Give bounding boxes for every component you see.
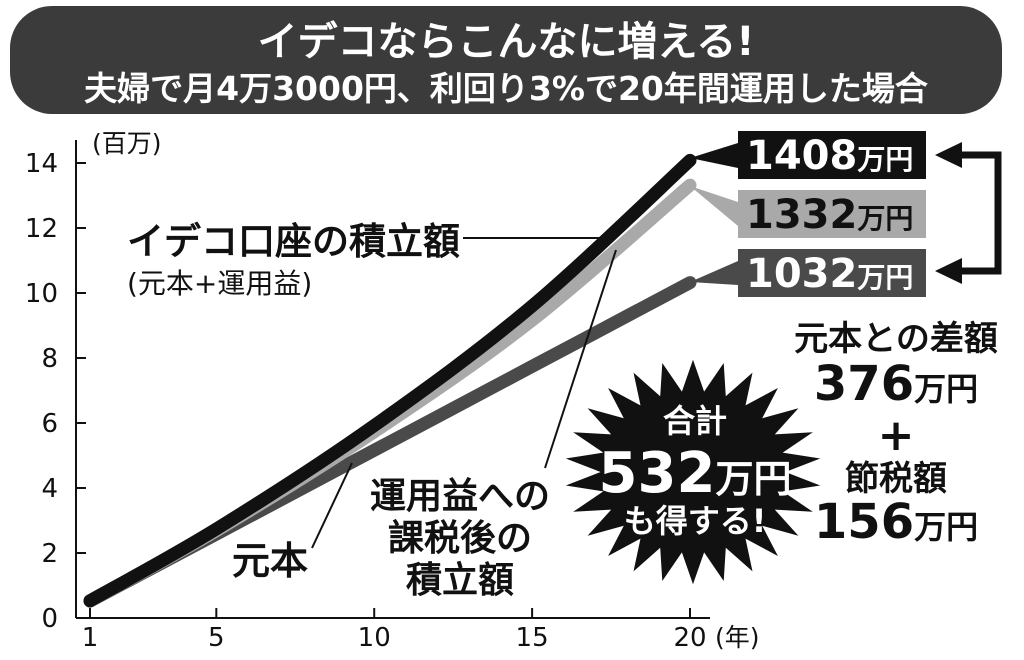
connector-ideco — [690, 143, 738, 168]
chart-subtitle: 夫婦で月4万3000円、利回り3%で20年間運用した場合 — [84, 69, 928, 108]
x-tick-label: 5 — [208, 623, 225, 653]
series-line-ideco — [83, 153, 697, 608]
total-starburst — [565, 359, 821, 585]
svg-text:1332万円: 1332万円 — [746, 192, 913, 238]
y-tick-label: 12 — [25, 214, 58, 244]
diff-number: 376 — [814, 356, 914, 412]
total-unit: 万円 — [715, 457, 791, 501]
difference-bracket — [935, 142, 1002, 284]
taxed-series-label-1: 運用益への — [370, 476, 550, 517]
end-value-taxed-unit: 万円 — [857, 202, 913, 235]
diff-unit: 万円 — [914, 370, 978, 408]
connector-principal — [690, 261, 738, 285]
ideco-series-sublabel: (元本+運用益) — [127, 267, 312, 300]
svg-text:376万円: 376万円 — [814, 356, 978, 412]
end-value-principal-number: 1032 — [746, 251, 857, 297]
principal-leader-line — [311, 462, 353, 549]
end-value-ideco-unit: 万円 — [857, 143, 913, 176]
connector-taxed — [690, 186, 738, 226]
tax-saving-label: 節税額 — [845, 459, 947, 499]
x-tick-label: 10 — [358, 623, 391, 653]
x-unit-label: (年) — [715, 623, 760, 652]
diff-label: 元本との差額 — [794, 319, 998, 359]
y-tick-label: 2 — [41, 539, 58, 569]
svg-text:1408万円: 1408万円 — [746, 133, 913, 179]
series-lines — [83, 153, 697, 608]
total-label: 合計 — [663, 402, 727, 440]
x-tick-label: 1 — [82, 623, 99, 653]
x-tick-label: 20 — [673, 623, 706, 653]
end-value-box-taxed: 1332万円 — [738, 190, 926, 238]
ideco-series-label: イデコ口座の積立額 — [127, 220, 460, 263]
y-tick-label: 10 — [25, 279, 58, 309]
end-value-box-principal: 1032万円 — [738, 249, 926, 297]
end-value-principal-unit: 万円 — [857, 261, 913, 294]
svg-text:1032万円: 1032万円 — [746, 251, 913, 297]
tax-saving-number: 156 — [814, 494, 914, 550]
chart-title: イデコならこんなに増える! — [257, 19, 754, 65]
total-number: 532 — [599, 441, 716, 506]
y-tick-label: 0 — [41, 604, 58, 634]
x-tick-label: 15 — [516, 623, 549, 653]
principal-series-label: 元本 — [232, 539, 308, 583]
y-tick-label: 8 — [41, 344, 58, 374]
taxed-series-label-2: 課税後の — [388, 518, 532, 559]
y-tick-label: 14 — [25, 149, 58, 179]
taxed-leader-line — [544, 249, 617, 469]
y-unit-label: (百万) — [92, 129, 162, 158]
end-value-ideco-number: 1408 — [746, 133, 857, 179]
plus-sign: + — [878, 410, 915, 461]
svg-text:532万円: 532万円 — [599, 441, 792, 506]
end-value-box-ideco: 1408万円 — [738, 131, 926, 179]
header-banner — [10, 6, 1002, 114]
svg-text:156万円: 156万円 — [814, 494, 978, 550]
tax-saving-unit: 万円 — [914, 508, 978, 546]
end-value-taxed-number: 1332 — [746, 192, 857, 238]
y-tick-label: 6 — [41, 409, 58, 439]
taxed-series-label-3: 積立額 — [406, 560, 514, 601]
y-tick-label: 4 — [41, 474, 58, 504]
total-suffix: も得する! — [624, 502, 767, 540]
